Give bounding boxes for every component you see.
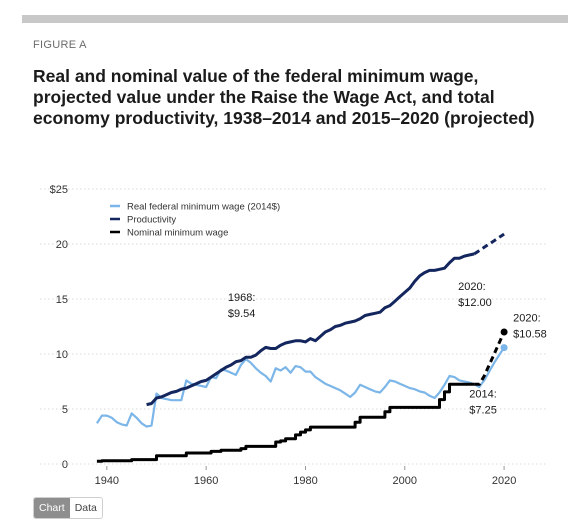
y-tick-label: $25 [50, 184, 68, 196]
y-tick-label: 10 [56, 349, 68, 361]
annotation-label: 2020: [458, 281, 486, 293]
series-lines [95, 232, 506, 463]
y-tick-label: 5 [62, 404, 68, 416]
series-line-productivity [146, 252, 475, 407]
y-tick-label: 20 [56, 239, 68, 251]
figure-label: FIGURE A [33, 39, 87, 51]
x-tick-label: 2000 [393, 475, 417, 487]
x-axis-ticks: 1940 1960 1980 2000 2020 [95, 466, 516, 487]
annotation-label: $10.58 [513, 329, 547, 341]
annotation-label: 2014: [469, 388, 497, 400]
annotation-label: $12.00 [458, 297, 492, 309]
annotation-label: 2020: [513, 313, 541, 325]
annotation-label: $7.25 [469, 404, 497, 416]
chart-data-toggle: Chart Data [33, 497, 103, 519]
markers [500, 328, 508, 352]
gridlines [40, 188, 546, 465]
chart-tab[interactable]: Chart [34, 498, 70, 518]
series-projection-nominal [474, 331, 506, 386]
annotations: 1968: $9.54 2014: $7.25 2020: $12.00 2020: $10.… [228, 281, 547, 416]
data-tab[interactable]: Data [69, 498, 102, 518]
legend-label-productivity: Productivity [127, 215, 176, 226]
chart-title: Real and nominal value of the federal mi… [33, 66, 535, 128]
x-tick-label: 1980 [293, 475, 317, 487]
y-axis-ticks: $25 20 15 10 5 0 [50, 184, 68, 471]
series-line-real [95, 346, 506, 428]
endpoint-marker-real [500, 344, 508, 352]
series-projection-productivity [473, 232, 505, 256]
x-tick-label: 1960 [194, 475, 218, 487]
legend-label-nominal: Nominal minimum wage [127, 228, 228, 239]
header-rule [22, 15, 568, 23]
y-tick-label: 0 [62, 459, 68, 471]
y-tick-label: 15 [56, 294, 68, 306]
legend: Real federal minimum wage (2014$) Product… [110, 202, 280, 239]
annotation-label: 1968: [228, 292, 256, 304]
x-tick-label: 1940 [95, 475, 119, 487]
x-tick-label: 2020 [492, 475, 516, 487]
series-line-nominal [96, 382, 475, 463]
legend-label-real: Real federal minimum wage (2014$) [127, 202, 280, 213]
annotation-label: $9.54 [228, 308, 256, 320]
endpoint-marker-nominal [500, 328, 508, 336]
